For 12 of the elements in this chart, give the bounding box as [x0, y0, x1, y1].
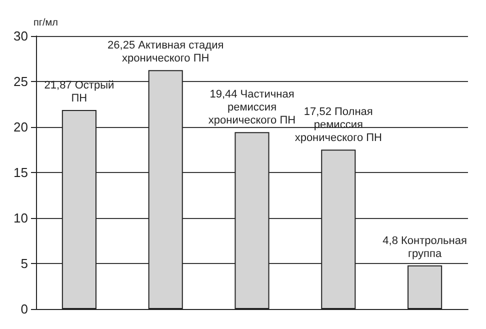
y-tick-label: 5	[20, 256, 28, 271]
data-label: 4,8 Контрольная группа	[382, 234, 467, 260]
y-tick-label: 15	[14, 165, 28, 180]
y-axis-title: пг/мл	[33, 18, 58, 28]
data-label: 21,87 Острый ПН	[44, 79, 114, 104]
data-label: 26,25 Активная стадия хронического ПН	[108, 40, 224, 65]
y-tick-label: 30	[14, 28, 28, 44]
y-tick-label: 25	[14, 74, 28, 89]
data-label: 19,44 Частичная ремиссия хронического ПН	[208, 88, 296, 127]
y-tick-label: 10	[14, 210, 28, 226]
y-tick-label: 0	[20, 302, 28, 316]
y-tick-label: 20	[14, 120, 28, 134]
